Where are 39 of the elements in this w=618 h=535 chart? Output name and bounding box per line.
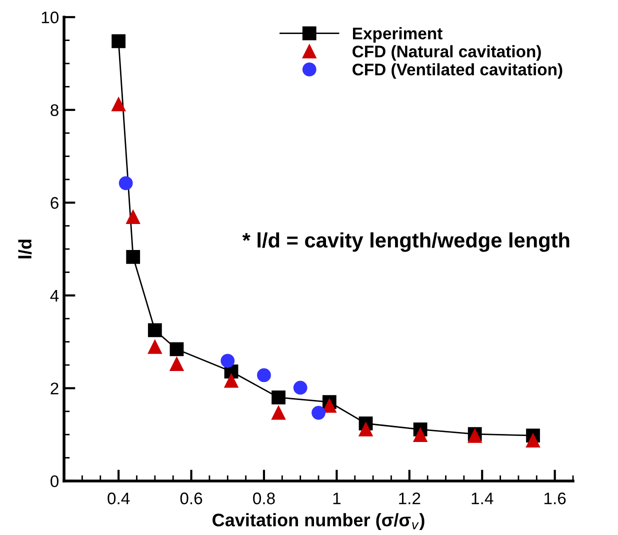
- x-tick-label: 1: [333, 492, 341, 504]
- x-tick-label: 1.2: [399, 492, 420, 504]
- legend-label: CFD (Natural cavitation): [352, 45, 541, 61]
- point: [170, 357, 184, 372]
- y-tick-label: 6: [50, 197, 58, 209]
- point: [526, 434, 540, 448]
- point: [112, 97, 126, 112]
- x-tick-label: 0.6: [180, 492, 202, 504]
- point: [126, 250, 140, 264]
- point: [257, 368, 271, 382]
- point: [220, 354, 235, 368]
- x-tick-label: 1.6: [544, 492, 566, 504]
- x-tick-label: 1.4: [472, 492, 494, 504]
- legend-label: CFD (Ventilated cavitation): [352, 63, 562, 79]
- y-tick-label: 8: [50, 104, 58, 116]
- y-tick-label: 4: [50, 290, 59, 302]
- point: [224, 374, 238, 388]
- point: [293, 380, 308, 395]
- x-tick-label: 0.8: [253, 492, 275, 504]
- point: [126, 210, 140, 224]
- y-tick-label: 10: [42, 12, 59, 24]
- point: [272, 406, 286, 420]
- point: [118, 176, 133, 190]
- point: [413, 428, 428, 442]
- point: [322, 398, 336, 413]
- point: [312, 406, 326, 420]
- point: [170, 342, 184, 356]
- y-axis-title: l/d: [18, 240, 32, 258]
- x-axis-title: Cavitation number (σ/σ$_{v}$): [212, 513, 424, 530]
- y-tick-label: 0: [50, 475, 59, 488]
- point: [112, 34, 126, 48]
- legend-label: Experiment: [352, 27, 442, 43]
- point: [272, 390, 286, 404]
- y-tick-label: 2: [50, 382, 58, 394]
- annotation: * l/d = cavity length/wedge length: [242, 232, 570, 252]
- x-tick-label: 0.4: [108, 492, 130, 504]
- point: [148, 323, 162, 338]
- point: [148, 340, 162, 354]
- point: [358, 422, 373, 436]
